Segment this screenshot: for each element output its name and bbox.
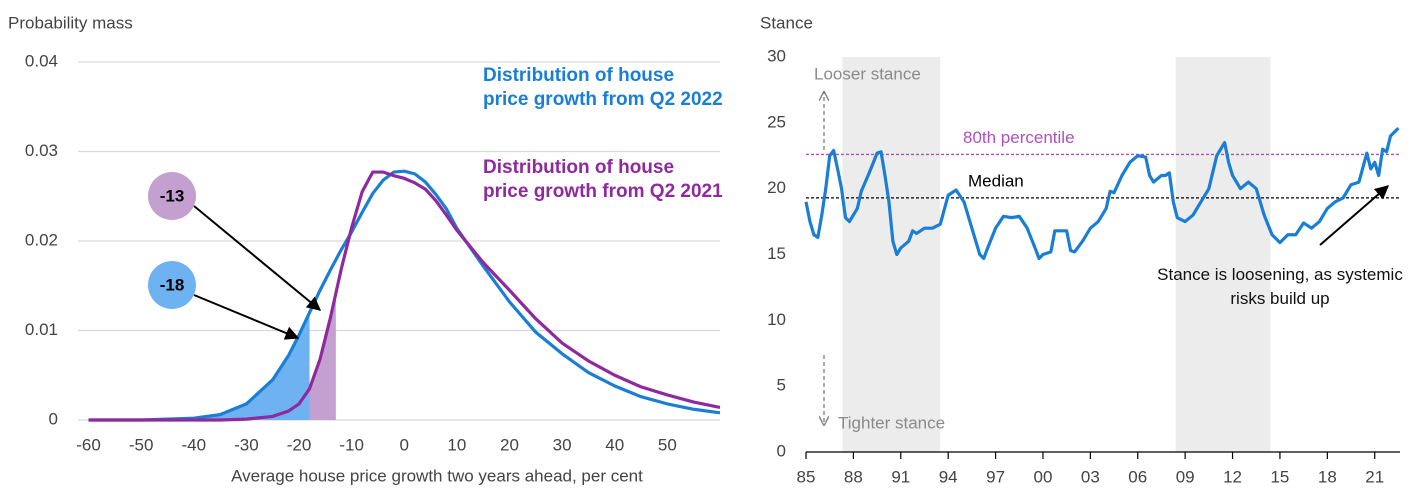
x-tick-label: 03 (1081, 467, 1100, 486)
arrow (193, 205, 322, 311)
y-tick-label: 5 (777, 376, 786, 395)
series-line (88, 169, 721, 422)
y-tick-label: 0.01 (25, 320, 58, 339)
shaded-period (842, 57, 941, 452)
x-tick-label: 91 (891, 467, 910, 486)
y-tick-label: 20 (767, 178, 786, 197)
legend-entry: Distribution of house price growth from … (483, 157, 723, 202)
arrow (193, 294, 300, 340)
x-axis-title: Average house price growth two years ahe… (231, 466, 643, 485)
arrow (1319, 185, 1390, 246)
quantile-label: -18 (160, 275, 185, 294)
x-tick-label: 15 (1270, 467, 1289, 486)
quantile-label: -13 (160, 186, 185, 205)
x-tick-label: 18 (1318, 467, 1337, 486)
quantile-shade (88, 312, 310, 420)
x-tick-label: 40 (605, 435, 624, 454)
x-tick-label: -30 (234, 435, 259, 454)
shaded-period (1175, 57, 1271, 452)
y-tick-label: 0 (777, 441, 786, 460)
y-tick-label: 10 (767, 310, 786, 329)
x-tick-label: -50 (129, 435, 154, 454)
y-tick-label: 30 (767, 46, 786, 65)
y-tick-label: 25 (767, 112, 786, 131)
x-tick-label: 0 (400, 435, 409, 454)
reference-label: Median (968, 171, 1024, 190)
quantile-shade (88, 293, 336, 420)
y-axis-title: Stance (760, 13, 813, 32)
x-tick-label: 10 (447, 435, 466, 454)
annotation: Tighter stance (838, 413, 945, 432)
x-tick-label: 50 (658, 435, 677, 454)
y-tick-label: 0 (49, 409, 58, 428)
annotation: Looser stance (814, 64, 921, 83)
y-tick-label: 15 (767, 244, 786, 263)
x-tick-label: 09 (1176, 467, 1195, 486)
annotation: Stance is loosening, as systemic risks b… (1157, 265, 1403, 308)
y-tick-label: 0.04 (25, 51, 58, 70)
x-tick-label: 20 (500, 435, 519, 454)
y-tick-label: 0.03 (25, 141, 58, 160)
x-tick-label: -10 (339, 435, 364, 454)
x-tick-label: -20 (287, 435, 312, 454)
x-tick-label: 97 (986, 467, 1005, 486)
y-axis-title: Probability mass (8, 13, 133, 32)
x-tick-label: 12 (1223, 467, 1242, 486)
series-line (804, 126, 1400, 261)
x-tick-label: 85 (797, 467, 816, 486)
x-tick-label: 88 (844, 467, 863, 486)
x-tick-label: 94 (939, 467, 958, 486)
x-tick-label: 30 (553, 435, 572, 454)
x-tick-label: 00 (1034, 467, 1053, 486)
x-tick-label: 21 (1365, 467, 1384, 486)
x-tick-label: -40 (181, 435, 206, 454)
y-tick-label: 0.02 (25, 230, 58, 249)
series-line (88, 170, 721, 422)
legend-entry: Distribution of house price growth from … (483, 65, 723, 110)
x-tick-label: 06 (1128, 467, 1147, 486)
x-tick-label: -60 (76, 435, 101, 454)
quantile-bubble (148, 172, 196, 220)
reference-label: 80th percentile (963, 128, 1075, 147)
quantile-bubble (148, 261, 196, 309)
